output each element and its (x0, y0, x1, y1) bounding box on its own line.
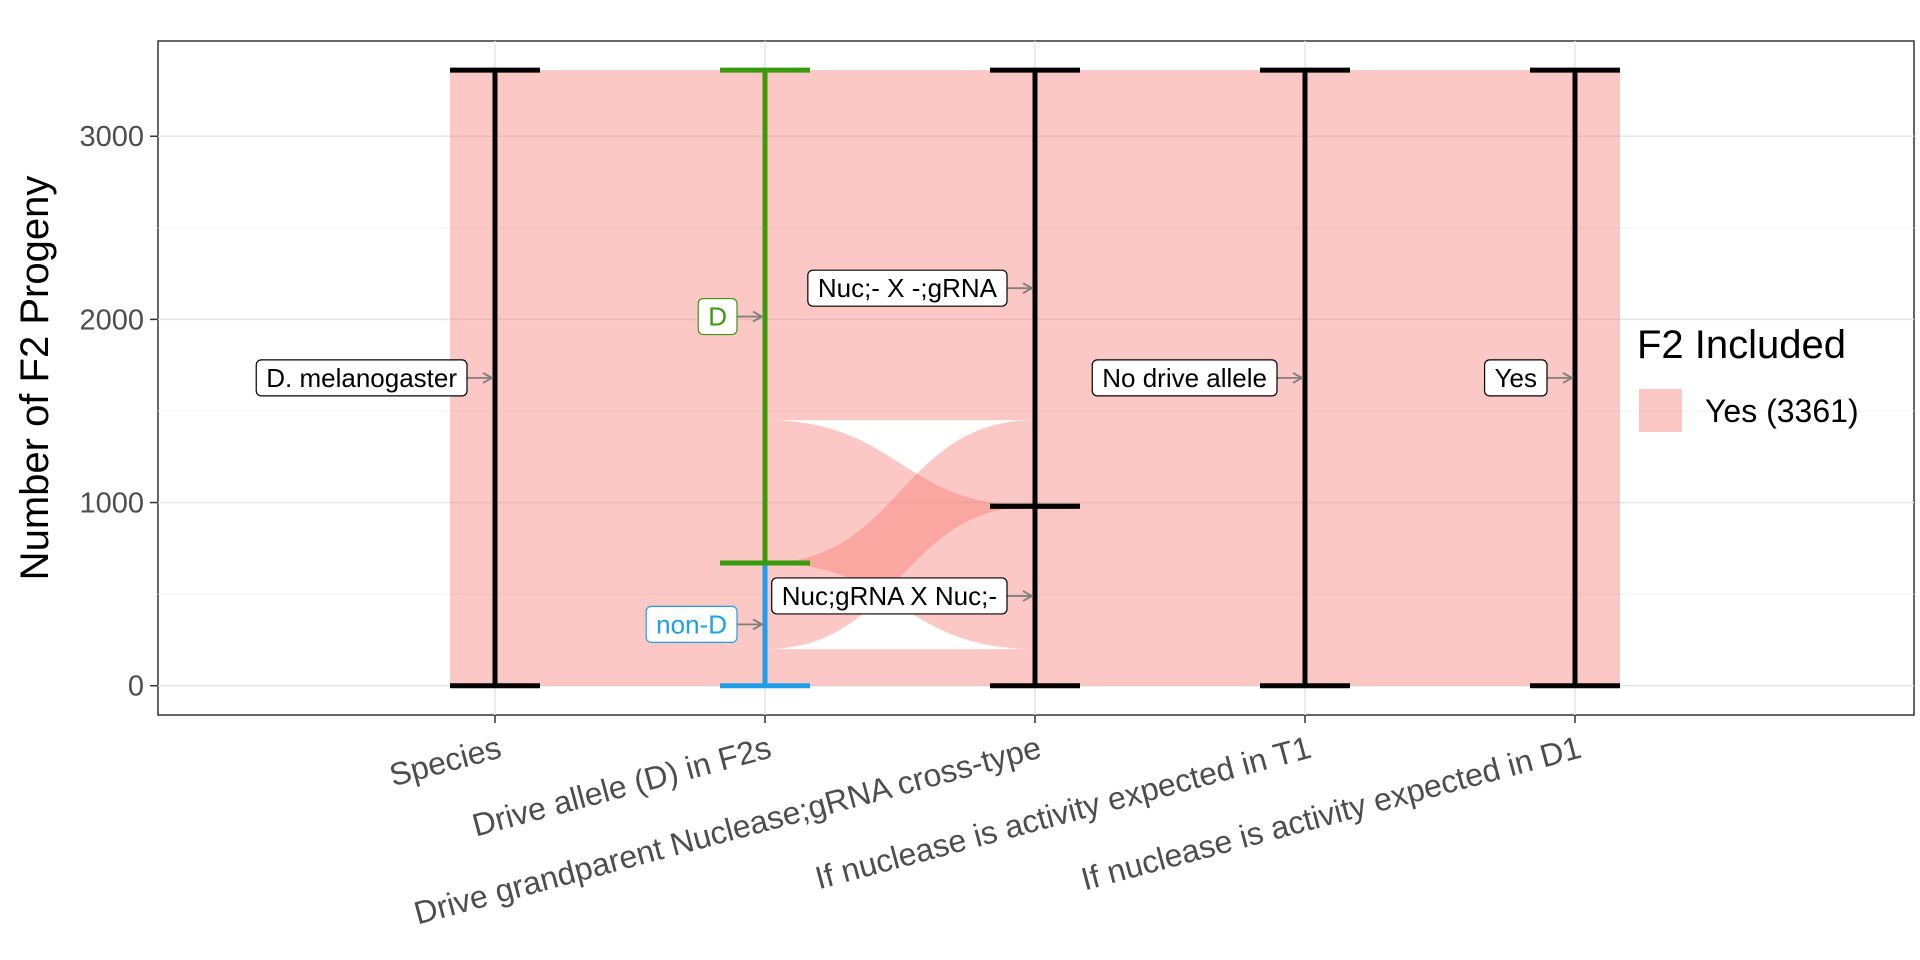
y-axis-title: Number of F2 Progeny (13, 176, 57, 581)
x-tick-label: If nuclease is activity expected in T1 (811, 729, 1315, 896)
legend-swatch (1639, 389, 1682, 432)
stratum-bar (450, 67, 540, 689)
stratum-bar (990, 67, 1080, 509)
label-text: D. melanogaster (266, 363, 457, 393)
flow-ribbon (765, 70, 1035, 421)
y-tick-label: 3000 (79, 121, 144, 153)
legend-entry-label: Yes (3361) (1705, 393, 1859, 429)
stratum-label: non-D (645, 605, 764, 643)
label-text: Nuc;gRNA X Nuc;- (782, 581, 997, 611)
arrow-head (1562, 372, 1574, 384)
stratum-labels: D. melanogaster non-D D Nuc;gRNA X Nuc;- Nuc… (255, 269, 1574, 643)
label-box (807, 269, 1008, 307)
stratum-label: Yes (1483, 359, 1574, 397)
y-axis: 0 1000 2000 3000 (79, 121, 158, 703)
flow-ribbon (765, 649, 1035, 686)
label-text: No drive allele (1102, 363, 1267, 393)
stratum-label: Nuc;gRNA X Nuc;- (771, 577, 1034, 615)
label-text: Yes (1495, 363, 1537, 393)
stratum-bar (1260, 67, 1350, 689)
stratum-label: D. melanogaster (255, 359, 494, 397)
label-box (1091, 359, 1278, 397)
stratum-label: Nuc;- X -;gRNA (807, 269, 1034, 307)
stratum-bar (1530, 67, 1620, 689)
label-text: Nuc;- X -;gRNA (818, 273, 998, 303)
label-box (697, 297, 738, 336)
y-tick-label: 1000 (79, 488, 144, 520)
arrow-head (752, 618, 764, 631)
arrow-head (1022, 590, 1034, 602)
x-tick-label: Species (386, 729, 505, 793)
stratum-label: D (697, 297, 764, 336)
arrow-head (752, 310, 764, 323)
label-box (645, 605, 738, 643)
arrow-head (1022, 282, 1034, 294)
x-tick-label: If nuclease is activity expected in D1 (1077, 729, 1585, 897)
stratum-label: No drive allele (1091, 359, 1304, 397)
flow-band-left (450, 70, 765, 686)
y-tick-label: 0 (128, 671, 144, 703)
label-box (255, 359, 468, 397)
label-text: non-D (656, 609, 727, 639)
legend-title: F2 Included (1637, 323, 1846, 367)
arrow-head (1292, 372, 1304, 384)
y-tick-label: 2000 (79, 304, 144, 336)
strata-bars (450, 67, 1620, 689)
stratum-bar (720, 67, 810, 566)
label-box (1483, 359, 1548, 397)
arrow-head (482, 372, 494, 384)
legend: F2 Included Yes (3361) (1637, 323, 1859, 432)
label-box (771, 577, 1008, 615)
label-text: D (708, 302, 727, 332)
